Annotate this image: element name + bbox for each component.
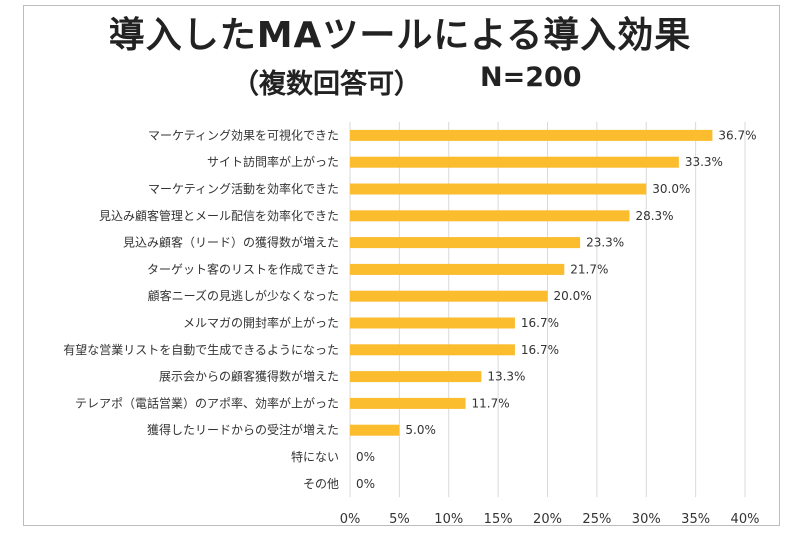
x-tick-label: 0% xyxy=(340,512,361,527)
category-label: メルマガの開封率が上がった xyxy=(183,315,339,330)
x-tick-label: 15% xyxy=(484,512,513,527)
bar xyxy=(350,317,515,329)
category-label: 有望な営業リストを自動で生成できるようになった xyxy=(63,343,339,357)
data-label: 33.3% xyxy=(685,155,723,169)
data-label: 23.3% xyxy=(586,236,624,250)
category-label: 特にない xyxy=(291,449,339,464)
category-label: マーケティング活動を効率化できた xyxy=(148,181,339,196)
sample-size-label: N=200 xyxy=(480,62,582,93)
category-label: 獲得したリードからの受注が増えた xyxy=(147,422,339,437)
bar xyxy=(350,397,466,409)
x-tick-label: 10% xyxy=(434,512,463,527)
data-label: 28.3% xyxy=(635,209,673,223)
category-label: 顧客ニーズの見逃しが少なくなった xyxy=(148,288,339,303)
category-label: ターゲット客のリストを作成できた xyxy=(147,261,339,276)
x-tick-label: 20% xyxy=(533,512,562,527)
category-label: サイト訪問率が上がった xyxy=(207,154,339,169)
data-label: 21.7% xyxy=(570,262,608,276)
data-label: 16.7% xyxy=(521,316,559,330)
x-tick-label: 5% xyxy=(389,512,410,527)
bar xyxy=(350,263,565,275)
x-tick-label: 30% xyxy=(632,512,661,527)
bar xyxy=(350,344,515,356)
bar xyxy=(350,290,548,302)
bar xyxy=(350,183,647,195)
bar xyxy=(350,129,713,141)
x-tick-label: 35% xyxy=(681,512,710,527)
bar xyxy=(350,237,581,249)
data-label: 36.7% xyxy=(718,128,756,142)
data-label: 20.0% xyxy=(554,289,592,303)
data-label: 13.3% xyxy=(487,370,525,384)
data-label: 16.7% xyxy=(521,343,559,357)
chart-title: 導入したMAツールによる導入効果 xyxy=(108,15,692,56)
bar xyxy=(350,424,400,436)
bar xyxy=(350,156,679,168)
category-label: 展示会からの顧客獲得数が増えた xyxy=(159,369,339,384)
category-label: テレアポ（電話営業）のアポ率、効率が上がった xyxy=(75,395,339,410)
category-label: マーケティング効果を可視化できた xyxy=(148,127,339,142)
category-label: その他 xyxy=(303,477,339,491)
bar xyxy=(350,371,482,383)
data-label: 11.7% xyxy=(472,396,510,410)
category-label: 見込み顧客管理とメール配信を効率化できた xyxy=(99,208,339,223)
data-label: 30.0% xyxy=(652,182,690,196)
bar xyxy=(350,210,630,222)
data-label: 0% xyxy=(356,450,375,464)
data-label: 0% xyxy=(356,477,375,491)
x-tick-label: 40% xyxy=(731,512,760,527)
x-tick-label: 25% xyxy=(582,512,611,527)
data-label: 5.0% xyxy=(405,423,436,437)
category-label: 見込み顧客（リード）の獲得数が増えた xyxy=(123,235,339,250)
chart-subtitle: （複数回答可） xyxy=(232,69,421,100)
